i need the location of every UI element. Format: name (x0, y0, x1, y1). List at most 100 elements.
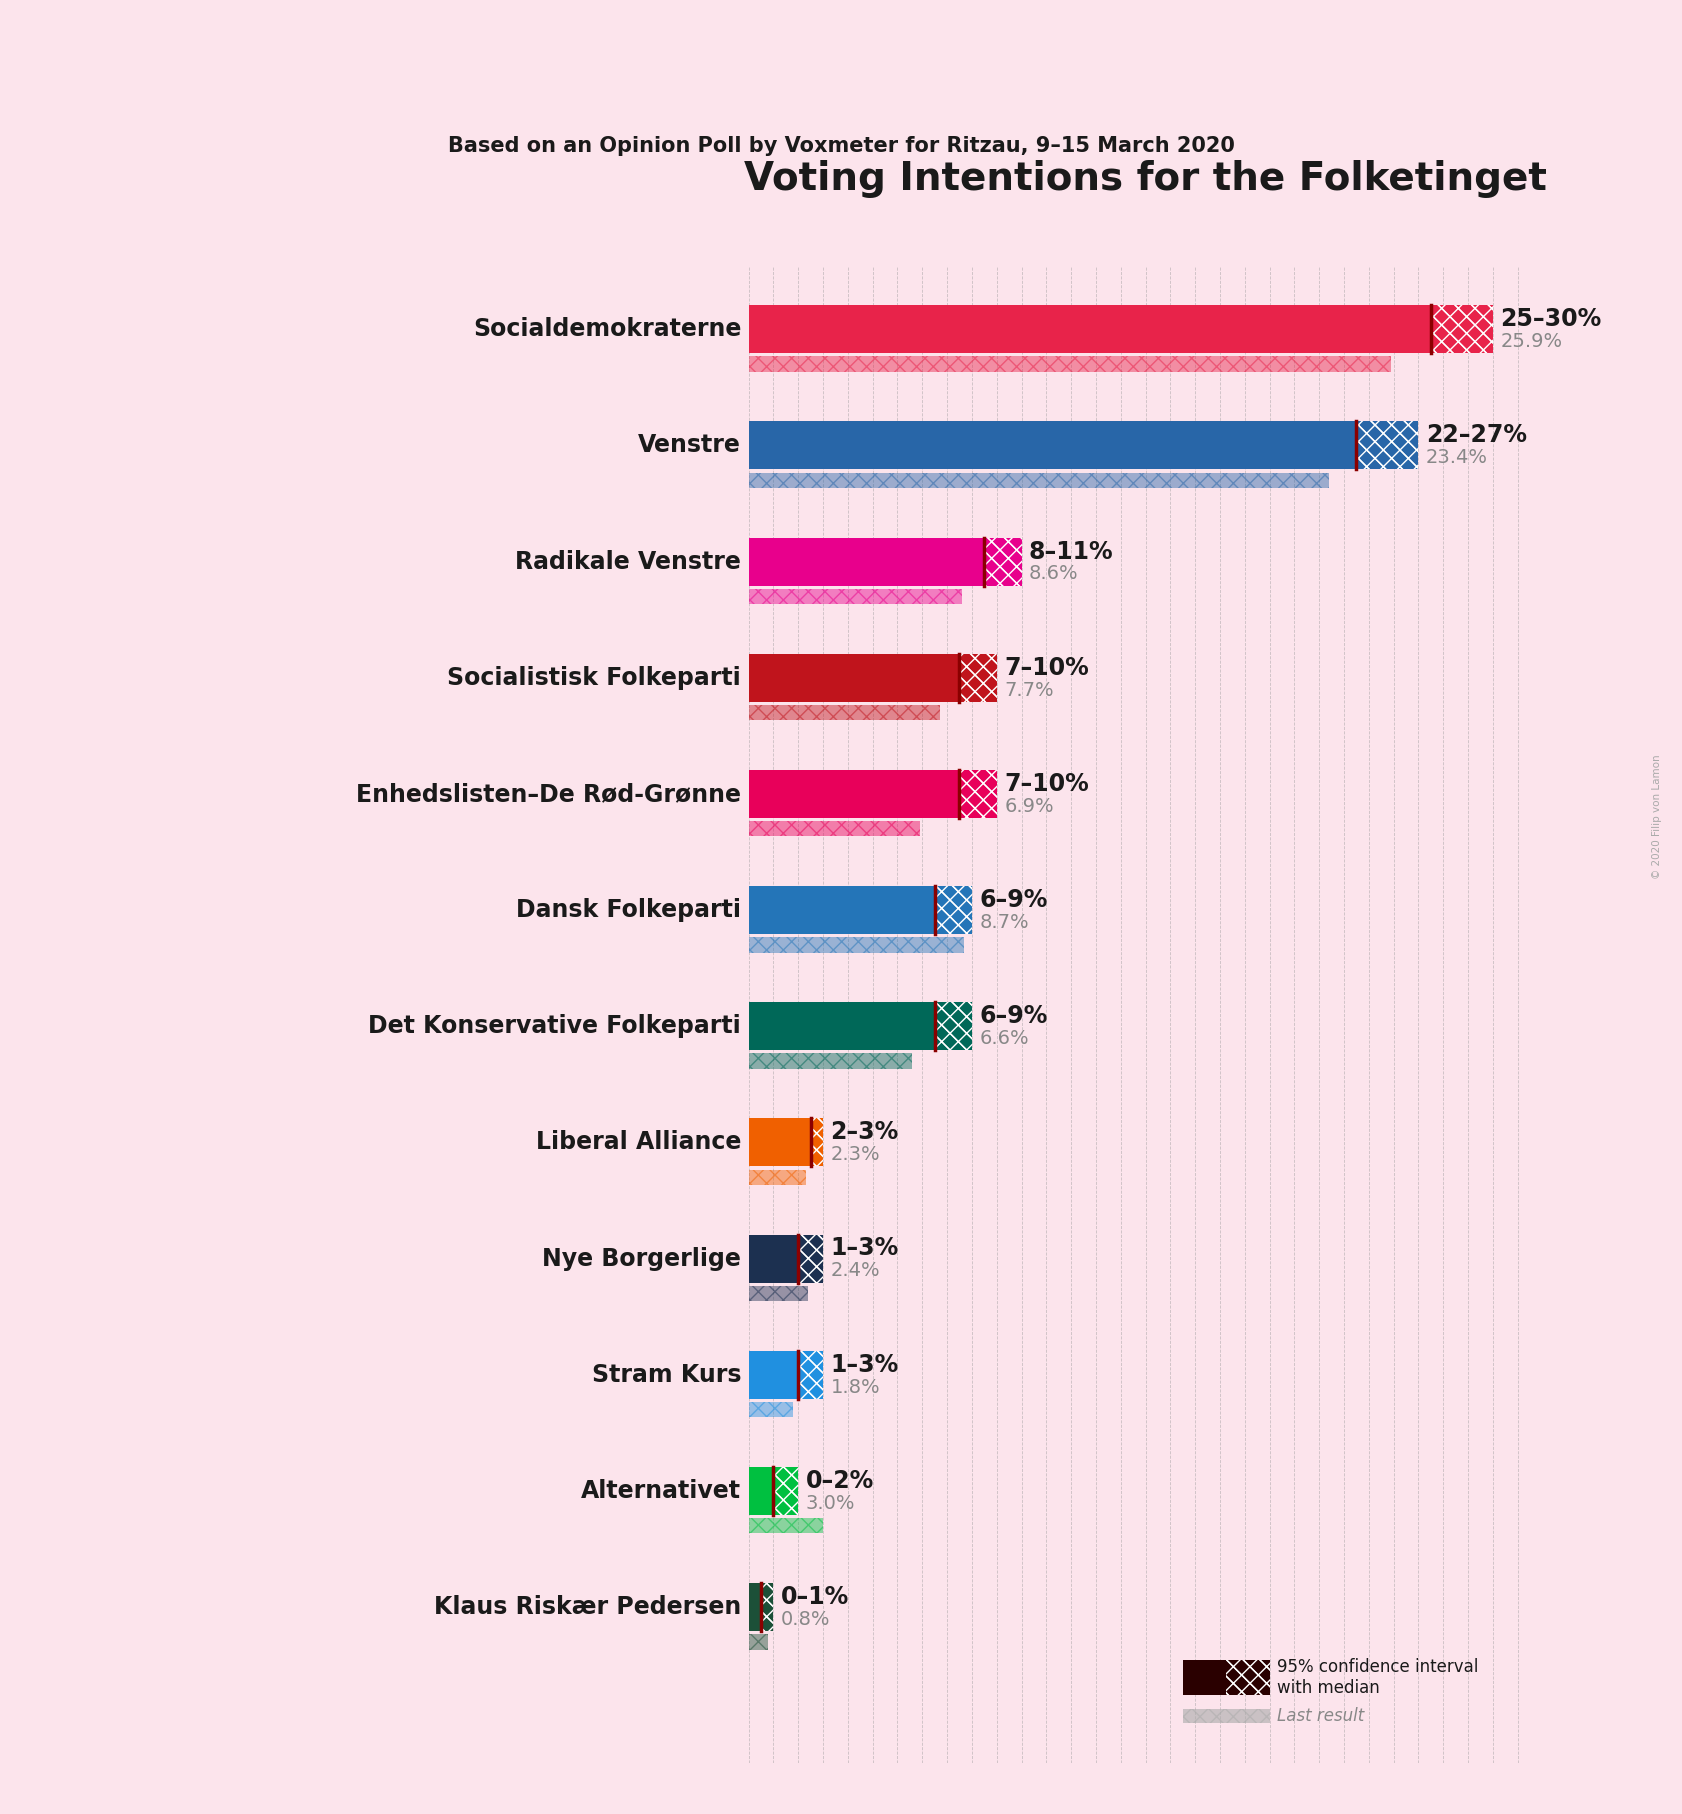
Bar (748, 421, 1356, 470)
Text: Last result: Last result (1277, 1707, 1364, 1725)
Text: 25.9%: 25.9% (1500, 332, 1563, 352)
Bar (748, 1402, 794, 1417)
Text: 8.7%: 8.7% (979, 912, 1029, 932)
Bar (748, 590, 962, 604)
Bar (748, 356, 1391, 372)
Bar (748, 1170, 806, 1185)
Bar (984, 537, 1021, 586)
Bar (748, 1634, 769, 1649)
Bar (799, 1351, 822, 1399)
Bar (748, 1054, 912, 1068)
Bar (748, 590, 962, 604)
Text: Radikale Venstre: Radikale Venstre (515, 550, 742, 573)
Text: 6–9%: 6–9% (979, 889, 1048, 912)
Bar (748, 1054, 912, 1068)
Text: 25–30%: 25–30% (1500, 307, 1601, 332)
Bar (748, 706, 940, 720)
Text: 6–9%: 6–9% (979, 1005, 1048, 1029)
Text: 6.6%: 6.6% (979, 1029, 1029, 1048)
Text: 7–10%: 7–10% (1004, 771, 1088, 796)
Text: 1–3%: 1–3% (831, 1237, 898, 1261)
Bar (799, 1235, 822, 1282)
Bar (935, 1001, 972, 1050)
Bar (1226, 1660, 1270, 1694)
Bar (748, 938, 964, 952)
Bar (774, 1468, 799, 1515)
Bar (1431, 305, 1494, 354)
Text: 7–10%: 7–10% (1004, 655, 1088, 680)
Bar (1431, 305, 1494, 354)
Bar (748, 1001, 935, 1050)
Bar (811, 1119, 822, 1166)
Bar (748, 1170, 806, 1185)
Text: Nye Borgerlige: Nye Borgerlige (542, 1246, 742, 1270)
Text: Stram Kurs: Stram Kurs (592, 1362, 742, 1386)
Bar (1182, 1660, 1226, 1694)
Title: Voting Intentions for the Folketinget: Voting Intentions for the Folketinget (743, 160, 1547, 198)
Bar (748, 305, 1431, 354)
Bar (760, 1584, 774, 1631)
Bar (748, 822, 920, 836)
Bar (935, 885, 972, 934)
Text: © 2020 Filip von Lamon: © 2020 Filip von Lamon (1652, 755, 1662, 878)
Bar (748, 1518, 822, 1533)
Bar (748, 1402, 794, 1417)
Bar (1226, 1660, 1270, 1694)
Bar (984, 537, 1021, 586)
Bar (1356, 421, 1418, 470)
Bar (748, 822, 920, 836)
Bar (748, 706, 940, 720)
Bar (935, 885, 972, 934)
Bar (959, 769, 997, 818)
Bar (748, 769, 959, 818)
Bar (959, 653, 997, 702)
Bar (1356, 421, 1418, 470)
Bar (799, 1351, 822, 1399)
Bar (760, 1584, 774, 1631)
Text: 8.6%: 8.6% (1029, 564, 1078, 584)
Bar (748, 1286, 807, 1301)
Bar (799, 1351, 822, 1399)
Text: Enhedslisten–De Rød-Grønne: Enhedslisten–De Rød-Grønne (357, 782, 742, 805)
Bar (1182, 1709, 1270, 1723)
Bar (748, 1634, 769, 1649)
Bar (748, 1351, 799, 1399)
Bar (935, 885, 972, 934)
Bar (799, 1235, 822, 1282)
Bar (748, 537, 984, 586)
Bar (748, 1584, 760, 1631)
Bar (748, 1119, 811, 1166)
Bar (748, 472, 1329, 488)
Bar (748, 1235, 799, 1282)
Bar (984, 537, 1021, 586)
Text: 1–3%: 1–3% (831, 1353, 898, 1377)
Text: 8–11%: 8–11% (1029, 539, 1113, 564)
Text: 2.4%: 2.4% (831, 1261, 880, 1281)
Text: 1.8%: 1.8% (831, 1377, 880, 1397)
Text: Venstre: Venstre (637, 434, 742, 457)
Text: Alternativet: Alternativet (582, 1478, 742, 1502)
Text: Socialistisk Folkeparti: Socialistisk Folkeparti (447, 666, 742, 689)
Bar (748, 938, 964, 952)
Text: 2.3%: 2.3% (831, 1145, 880, 1165)
Bar (760, 1584, 774, 1631)
Text: 3.0%: 3.0% (806, 1493, 854, 1513)
Bar (748, 1468, 774, 1515)
Bar (959, 769, 997, 818)
Bar (748, 356, 1391, 372)
Bar (959, 769, 997, 818)
Bar (959, 653, 997, 702)
Text: Klaus Riskær Pedersen: Klaus Riskær Pedersen (434, 1595, 742, 1620)
Bar (959, 653, 997, 702)
Bar (748, 472, 1329, 488)
Text: 6.9%: 6.9% (1004, 796, 1053, 816)
Text: 23.4%: 23.4% (1426, 448, 1489, 468)
Text: 2–3%: 2–3% (831, 1121, 898, 1145)
Bar (774, 1468, 799, 1515)
Bar (748, 653, 959, 702)
Text: Socialdemokraterne: Socialdemokraterne (473, 317, 742, 341)
Bar (1431, 305, 1494, 354)
Bar (748, 1286, 807, 1301)
Bar (1226, 1660, 1270, 1694)
Text: 0–1%: 0–1% (780, 1585, 849, 1609)
